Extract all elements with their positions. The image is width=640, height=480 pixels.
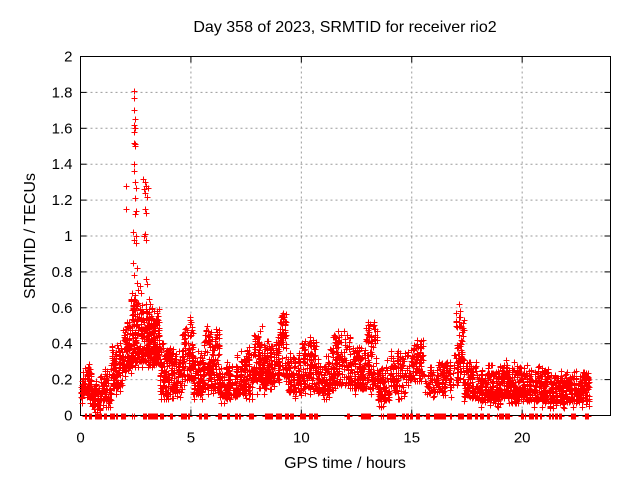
- y-tick-label: 0.8: [52, 264, 73, 281]
- y-tick-label: 0.6: [52, 300, 73, 317]
- y-tick-label: 1.2: [52, 192, 73, 209]
- x-tick-label: 0: [76, 430, 84, 447]
- y-tick-label: 0: [64, 408, 72, 425]
- y-tick-labels: 0 0.2 0.4 0.6 0.8 1 1.2 1.4 1.6 1.8 2: [52, 49, 73, 425]
- x-axis-label: GPS time / hours: [284, 455, 406, 472]
- y-tick-label: 0.2: [52, 372, 73, 389]
- x-tick-label: 15: [403, 430, 420, 447]
- x-tick-label: 20: [514, 430, 531, 447]
- x-tick-label: 10: [293, 430, 310, 447]
- x-tick-labels: 0 5 10 15 20: [76, 430, 530, 447]
- y-tick-label: 2: [64, 49, 72, 66]
- y-tick-label: 1: [64, 228, 72, 245]
- chart-title: Day 358 of 2023, SRMTID for receiver rio…: [193, 19, 497, 36]
- y-tick-label: 0.4: [52, 336, 73, 353]
- y-tick-label: 1.6: [52, 120, 73, 137]
- y-tick-label: 1.4: [52, 156, 73, 173]
- y-tick-label: 1.8: [52, 84, 73, 101]
- x-tick-label: 5: [187, 430, 195, 447]
- scatter-points: [78, 88, 593, 420]
